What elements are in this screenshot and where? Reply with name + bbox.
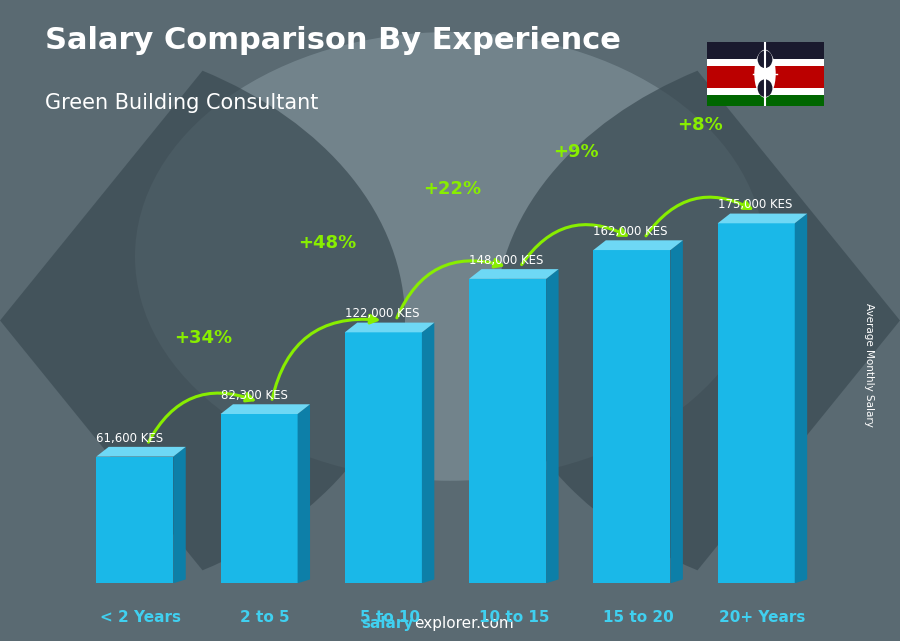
Text: 10 to 15: 10 to 15	[479, 610, 549, 625]
Polygon shape	[298, 404, 310, 583]
Text: Salary Comparison By Experience: Salary Comparison By Experience	[45, 26, 621, 54]
Text: 82,300 KES: 82,300 KES	[220, 389, 287, 402]
Polygon shape	[422, 322, 435, 583]
Text: 148,000 KES: 148,000 KES	[469, 254, 544, 267]
Text: 175,000 KES: 175,000 KES	[717, 198, 792, 212]
Bar	[706, 88, 824, 94]
Ellipse shape	[758, 51, 772, 68]
Bar	[706, 66, 824, 88]
Ellipse shape	[135, 32, 765, 481]
Polygon shape	[220, 414, 298, 583]
Text: 122,000 KES: 122,000 KES	[345, 308, 419, 320]
Polygon shape	[546, 269, 559, 583]
Polygon shape	[96, 456, 174, 583]
Bar	[706, 60, 824, 66]
Polygon shape	[174, 447, 185, 583]
Bar	[706, 42, 824, 60]
Text: 61,600 KES: 61,600 KES	[96, 431, 164, 445]
Polygon shape	[220, 404, 310, 414]
Polygon shape	[795, 213, 807, 583]
Text: +22%: +22%	[423, 180, 481, 198]
Text: < 2 Years: < 2 Years	[101, 610, 182, 625]
Text: 20+ Years: 20+ Years	[719, 610, 806, 625]
Polygon shape	[593, 250, 670, 583]
Text: 5 to 10: 5 to 10	[360, 610, 419, 625]
Polygon shape	[345, 332, 422, 583]
Wedge shape	[495, 71, 900, 570]
Ellipse shape	[754, 50, 776, 98]
Ellipse shape	[758, 79, 772, 97]
Text: +9%: +9%	[554, 143, 598, 161]
Text: 162,000 KES: 162,000 KES	[593, 225, 668, 238]
Text: Green Building Consultant: Green Building Consultant	[45, 93, 319, 113]
Polygon shape	[96, 447, 185, 456]
Polygon shape	[469, 279, 546, 583]
Text: +8%: +8%	[678, 116, 724, 134]
Polygon shape	[670, 240, 683, 583]
Polygon shape	[717, 223, 795, 583]
Polygon shape	[593, 240, 683, 250]
Text: Average Monthly Salary: Average Monthly Salary	[863, 303, 874, 428]
Polygon shape	[345, 322, 435, 332]
Text: explorer.com: explorer.com	[414, 615, 514, 631]
Text: 15 to 20: 15 to 20	[603, 610, 673, 625]
Text: +48%: +48%	[298, 234, 356, 252]
Polygon shape	[717, 213, 807, 223]
Polygon shape	[469, 269, 559, 279]
Text: +34%: +34%	[174, 329, 232, 347]
Wedge shape	[0, 71, 405, 570]
Bar	[706, 94, 824, 106]
Text: salary: salary	[362, 615, 414, 631]
Text: 2 to 5: 2 to 5	[240, 610, 290, 625]
